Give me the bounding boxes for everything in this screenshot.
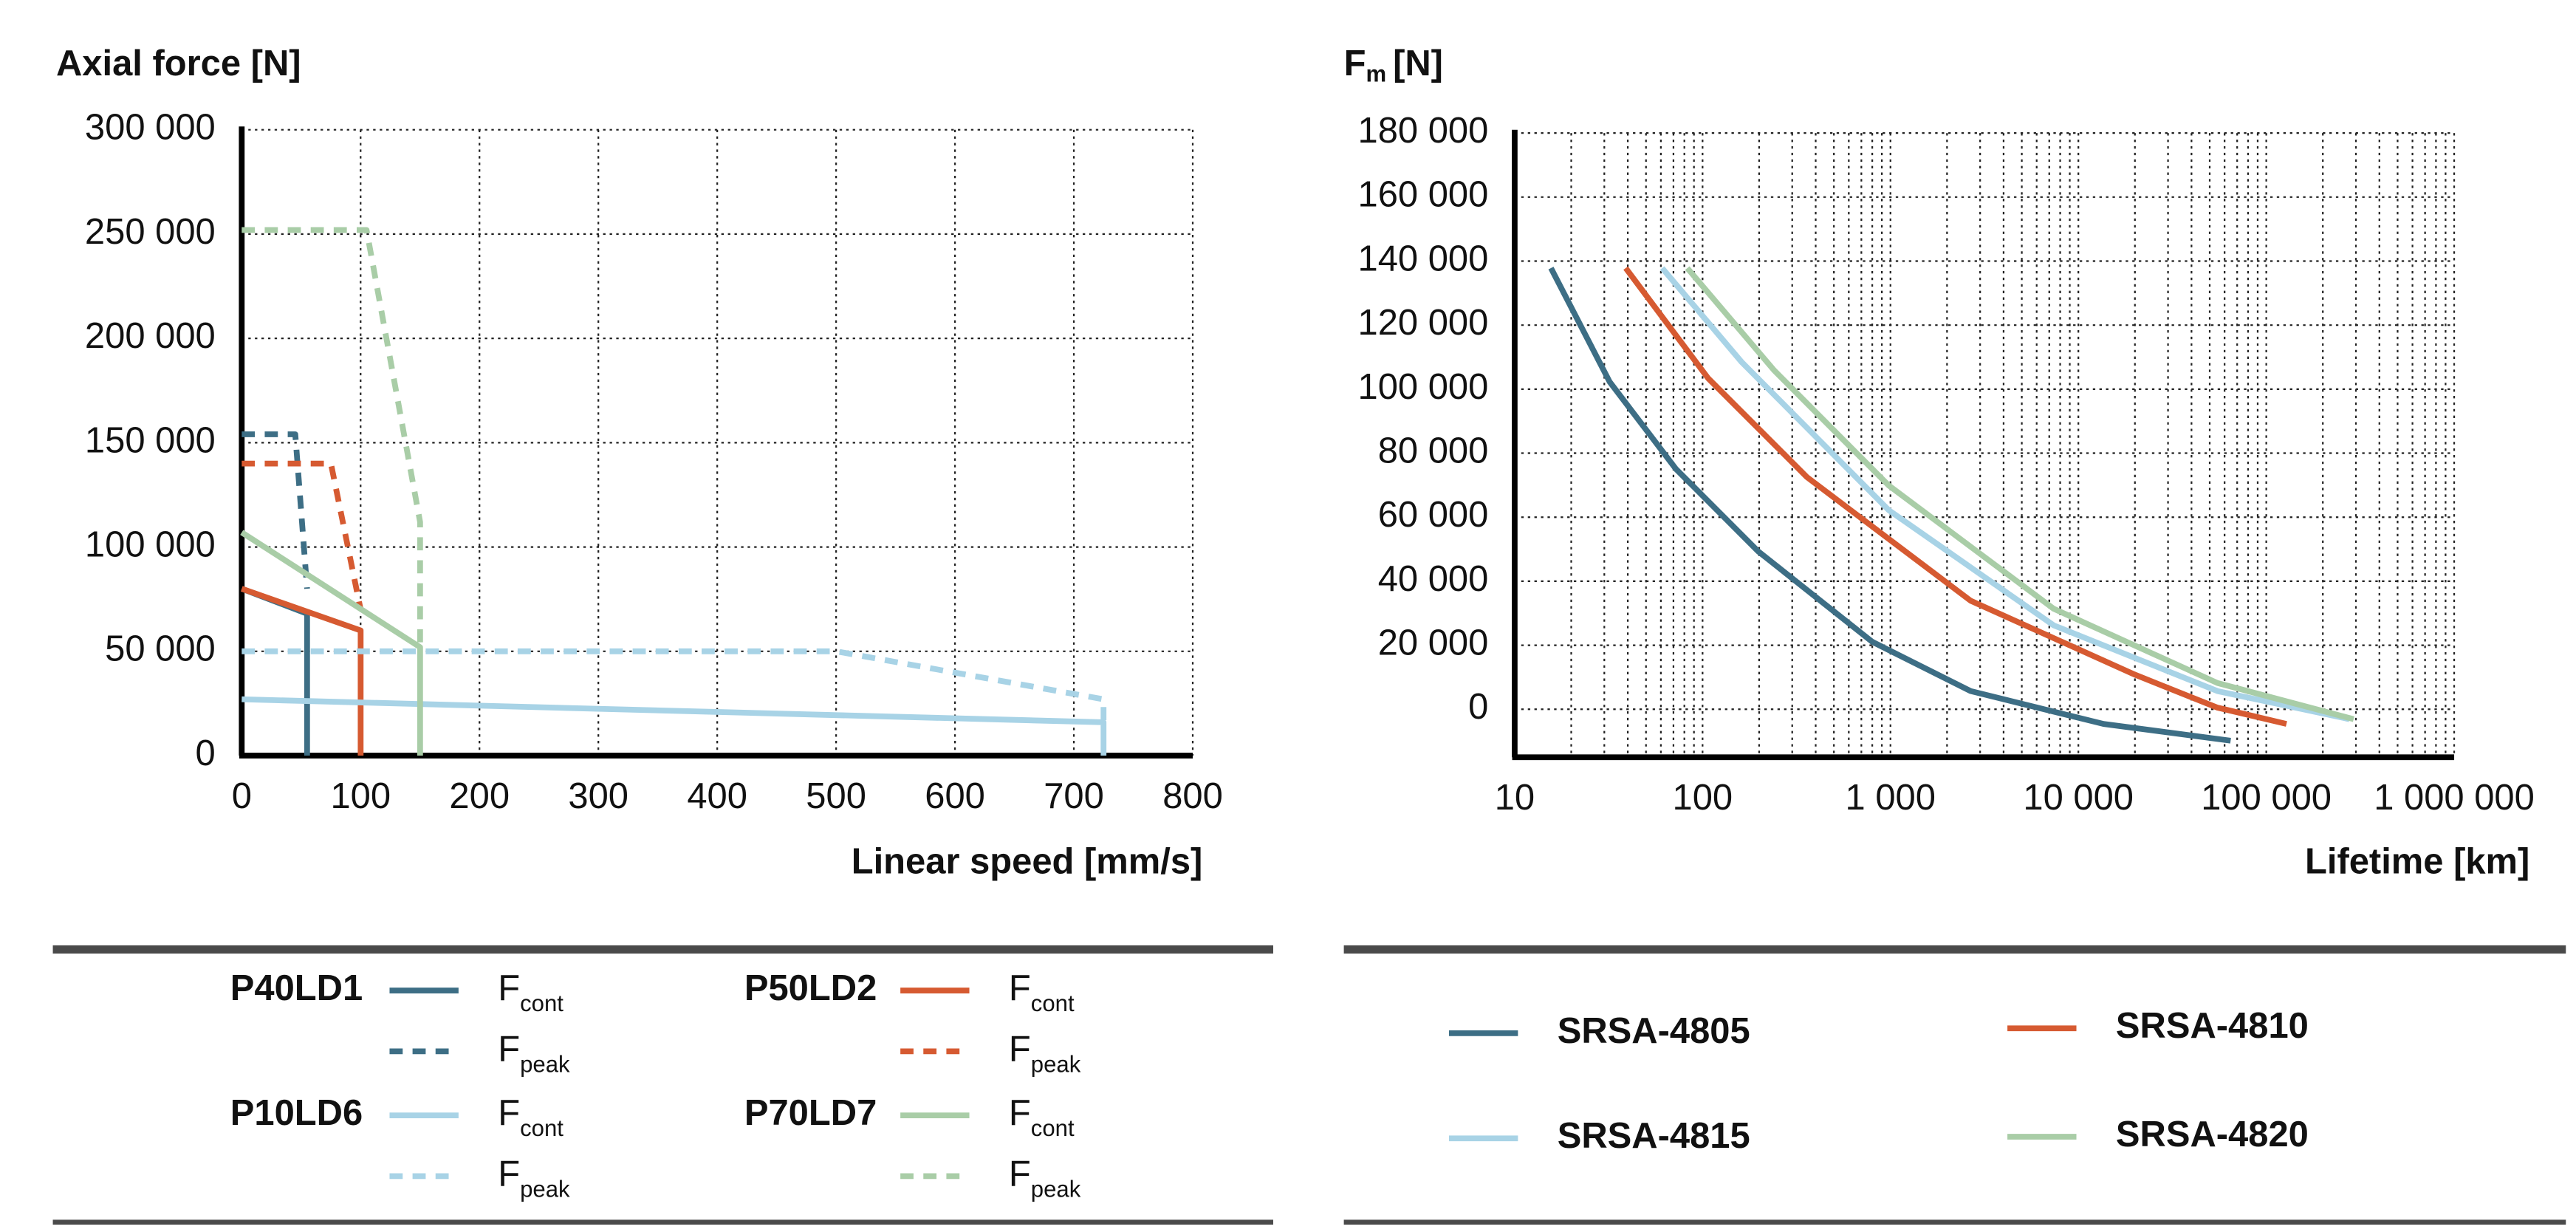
y-tick-label: 100 000 xyxy=(1358,367,1489,407)
title-text: Axial force [N] xyxy=(56,44,301,83)
legend-symbol: F xyxy=(498,1093,520,1133)
y-tick-label: 100 000 xyxy=(85,525,216,565)
y-tick-label: 140 000 xyxy=(1358,239,1489,278)
y-tick-label: 0 xyxy=(196,733,216,773)
title-subscript: m xyxy=(1366,61,1386,87)
legend-label: Fpeak xyxy=(498,1029,570,1077)
data-line xyxy=(1548,267,2231,744)
legend-group: P10LD6 xyxy=(230,1093,363,1133)
y-tick-label: 0 xyxy=(1468,687,1488,727)
data-line xyxy=(242,648,1107,722)
legend-label: SRSA-4815 xyxy=(1558,1116,1750,1156)
x-axis-label: Linear speed [mm/s] xyxy=(852,842,1203,882)
x-tick-label: 1 000 000 xyxy=(2374,778,2535,818)
x-tick-label: 0 xyxy=(232,776,252,816)
data-line xyxy=(242,696,1107,756)
y-tick-label: 200 000 xyxy=(85,316,216,356)
y-tick-label: 250 000 xyxy=(85,212,216,252)
legend-label: SRSA-4805 xyxy=(1558,1011,1750,1051)
y-tick-label: 120 000 xyxy=(1358,303,1489,343)
legend-label: SRSA-4810 xyxy=(2116,1006,2309,1046)
title-text: F xyxy=(1344,44,1366,83)
legend-symbol: F xyxy=(498,968,520,1008)
y-tick-label: 80 000 xyxy=(1378,431,1489,470)
data-line xyxy=(1659,266,2350,722)
x-tick-label: 10 xyxy=(1495,778,1535,818)
legend-subscript: peak xyxy=(520,1052,570,1078)
data-line xyxy=(1685,266,2354,722)
y-tick-label: 50 000 xyxy=(105,629,216,669)
legend-group: P70LD7 xyxy=(744,1093,877,1133)
legend-subscript: cont xyxy=(520,1115,564,1141)
legend-subscript: peak xyxy=(520,1177,570,1202)
x-tick-label: 100 000 xyxy=(2201,778,2332,818)
y-tick-label: 180 000 xyxy=(1358,111,1489,151)
legend-symbol: F xyxy=(1009,1093,1031,1133)
data-line xyxy=(241,586,364,756)
chart-title: Fm [N] xyxy=(1344,44,1443,87)
title-unit: [N] xyxy=(1393,44,1443,83)
x-tick-label: 100 xyxy=(330,776,391,816)
x-tick-label: 300 xyxy=(568,776,628,816)
legend-label: Fcont xyxy=(498,1093,564,1141)
data-line xyxy=(240,530,423,756)
data-line xyxy=(242,431,310,589)
x-tick-label: 800 xyxy=(1162,776,1223,816)
y-tick-label: 20 000 xyxy=(1378,623,1489,663)
x-tick-label: 10 000 xyxy=(2023,778,2134,818)
x-tick-label: 200 xyxy=(449,776,510,816)
x-axis-label: Lifetime [km] xyxy=(2305,842,2529,882)
legend-subscript: cont xyxy=(1031,1115,1075,1141)
x-tick-label: 1 000 xyxy=(1846,778,1936,818)
y-tick-label: 40 000 xyxy=(1378,559,1489,599)
legend-symbol: F xyxy=(1009,1029,1031,1069)
legend-subscript: cont xyxy=(520,990,564,1016)
data-line xyxy=(240,586,310,756)
y-tick-label: 160 000 xyxy=(1358,175,1489,215)
legend-symbol: F xyxy=(1009,968,1031,1008)
legend-label: Fpeak xyxy=(1009,1029,1081,1077)
legend-group: P50LD2 xyxy=(744,968,877,1008)
data-line xyxy=(242,227,423,648)
legend-symbol: F xyxy=(498,1029,520,1069)
x-tick-label: 700 xyxy=(1044,776,1104,816)
x-tick-label: 400 xyxy=(687,776,747,816)
legend-symbol: F xyxy=(498,1154,520,1194)
legend-label: Fpeak xyxy=(1009,1154,1081,1202)
x-tick-label: 500 xyxy=(806,776,866,816)
legend-subscript: peak xyxy=(1031,1052,1081,1078)
legend-label: Fcont xyxy=(498,968,564,1016)
legend-subscript: cont xyxy=(1031,990,1075,1016)
legend-symbol: F xyxy=(1009,1154,1031,1194)
data-line xyxy=(1623,266,2287,727)
x-tick-label: 100 xyxy=(1673,778,1733,818)
legend-group: P40LD1 xyxy=(230,968,363,1008)
chart-title: Axial force [N] xyxy=(56,44,301,83)
legend-label: Fcont xyxy=(1009,1093,1075,1141)
legend-label: Fpeak xyxy=(498,1154,570,1202)
legend-label: SRSA-4820 xyxy=(2116,1115,2309,1154)
y-tick-label: 300 000 xyxy=(85,108,216,148)
y-tick-label: 150 000 xyxy=(85,420,216,460)
y-tick-label: 60 000 xyxy=(1378,495,1489,535)
legend-subscript: peak xyxy=(1031,1177,1081,1202)
data-line xyxy=(242,460,364,611)
legend-label: Fcont xyxy=(1009,968,1075,1016)
x-tick-label: 600 xyxy=(925,776,985,816)
